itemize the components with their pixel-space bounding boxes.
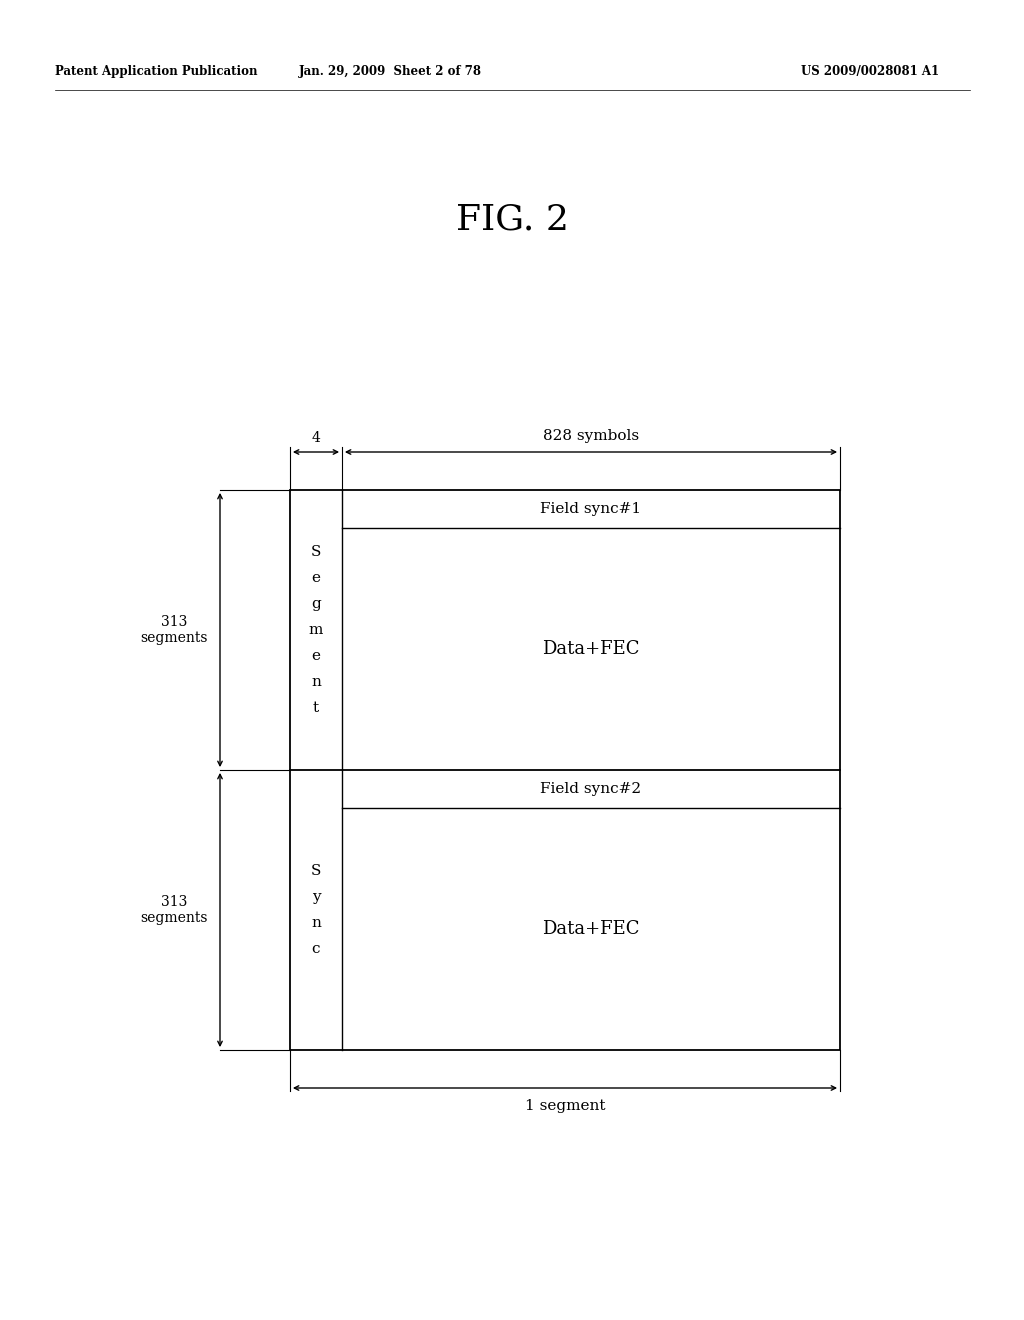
Text: g: g xyxy=(311,597,321,611)
Text: S: S xyxy=(311,545,322,558)
Text: FIG. 2: FIG. 2 xyxy=(456,203,568,238)
Text: 1 segment: 1 segment xyxy=(524,1100,605,1113)
Text: t: t xyxy=(313,701,319,715)
Bar xyxy=(290,490,840,1049)
Text: m: m xyxy=(309,623,324,638)
Text: 828 symbols: 828 symbols xyxy=(543,429,639,444)
Text: Field sync#2: Field sync#2 xyxy=(541,781,642,796)
Text: n: n xyxy=(311,916,321,931)
Text: Data+FEC: Data+FEC xyxy=(543,640,640,659)
Text: c: c xyxy=(311,942,321,956)
Text: Jan. 29, 2009  Sheet 2 of 78: Jan. 29, 2009 Sheet 2 of 78 xyxy=(299,66,481,78)
Text: e: e xyxy=(311,572,321,585)
Text: US 2009/0028081 A1: US 2009/0028081 A1 xyxy=(801,66,939,78)
Text: Data+FEC: Data+FEC xyxy=(543,920,640,939)
Text: S: S xyxy=(311,865,322,878)
Text: n: n xyxy=(311,675,321,689)
Text: 4: 4 xyxy=(311,432,321,445)
Text: 313
segments: 313 segments xyxy=(140,615,208,645)
Text: Field sync#1: Field sync#1 xyxy=(541,502,642,516)
Text: e: e xyxy=(311,649,321,663)
Text: y: y xyxy=(311,890,321,904)
Text: 313
segments: 313 segments xyxy=(140,895,208,925)
Text: Patent Application Publication: Patent Application Publication xyxy=(55,66,257,78)
